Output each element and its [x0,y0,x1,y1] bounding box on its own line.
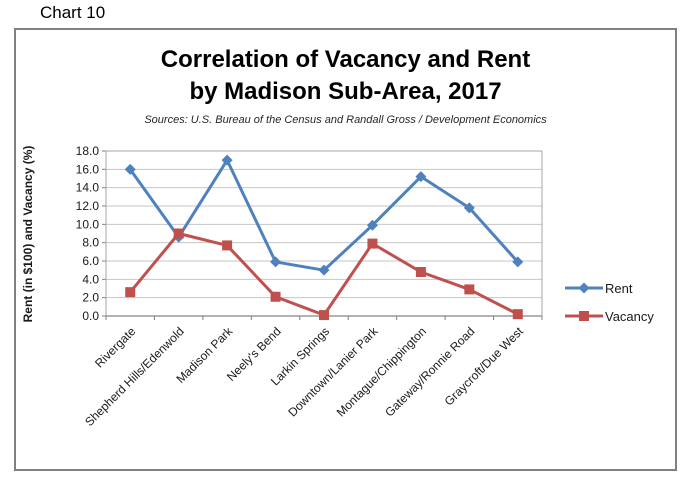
plot-area: 0.0 2.0 4.0 6.0 8.0 10.0 12.0 14.0 16.0 18.0 River… [21,144,543,429]
y-tick-label: 18.0 [76,144,100,158]
rent-point [463,202,475,214]
x-category-label: Gateway/Ronnie Road [382,324,477,419]
legend: Rent Vacancy [565,278,654,334]
vacancy-point [415,267,426,277]
vacancy-point [319,310,329,321]
rent-series-marker-icon [565,282,603,294]
vacancy-point [367,238,378,249]
rent-point [221,154,233,166]
x-category-label: Montague/Chippington [334,324,429,419]
rent-point [124,163,136,175]
y-tick-label: 12.0 [76,199,100,213]
x-category-label: Rivergate [92,324,138,370]
rent-point [270,256,282,268]
vacancy-point [173,228,184,239]
y-tick-label: 16.0 [76,162,100,176]
legend-marker [579,311,589,321]
y-tick-label: 10.0 [76,217,100,231]
chart-subtitle: Sources: U.S. Bureau of the Census and R… [144,114,547,126]
legend-label-rent: Rent [605,280,633,296]
vacancy-point [270,291,281,302]
vacancy-point [222,240,233,251]
chart-title: Correlation of Vacancy and Rent by Madis… [16,44,675,108]
x-category-label: Shepherd Hills/Edenwold [82,324,187,429]
legend-label-vacancy: Vacancy [605,308,654,324]
chart-title-line1: Correlation of Vacancy and Rent [160,46,531,73]
y-tick-label: 4.0 [82,272,99,286]
y-axis-title: Rent (in $100) and Vacancy (%) [21,146,35,323]
vacancy-point [125,287,136,298]
y-tick-label: 8.0 [82,236,99,250]
rent-point [366,219,378,231]
x-category-label: Downtown/Lanier Park [285,324,381,420]
chart-title-line2: by Madison Sub-Area, 2017 [189,78,502,105]
y-tick-label: 14.0 [76,181,100,195]
y-tick-label: 2.0 [82,291,99,305]
rent-point [512,256,524,268]
chart-object-label: Chart 10 [40,3,106,22]
vacancy-series-marker-icon [565,311,603,321]
legend-item-rent: Rent [565,278,654,298]
legend-marker [578,282,590,294]
rent-point [415,171,427,183]
vacancy-point [464,284,475,295]
vacancy-point [512,309,523,320]
legend-item-vacancy: Vacancy [565,306,654,326]
chart-frame: 0.0 2.0 4.0 6.0 8.0 10.0 12.0 14.0 16.0 18.0 River… [14,28,677,471]
rent-point [318,264,330,276]
rent-line [129,158,519,272]
plot-border [105,150,543,317]
y-tick-label: 6.0 [82,254,99,268]
y-tick-label: 0.0 [82,309,99,323]
